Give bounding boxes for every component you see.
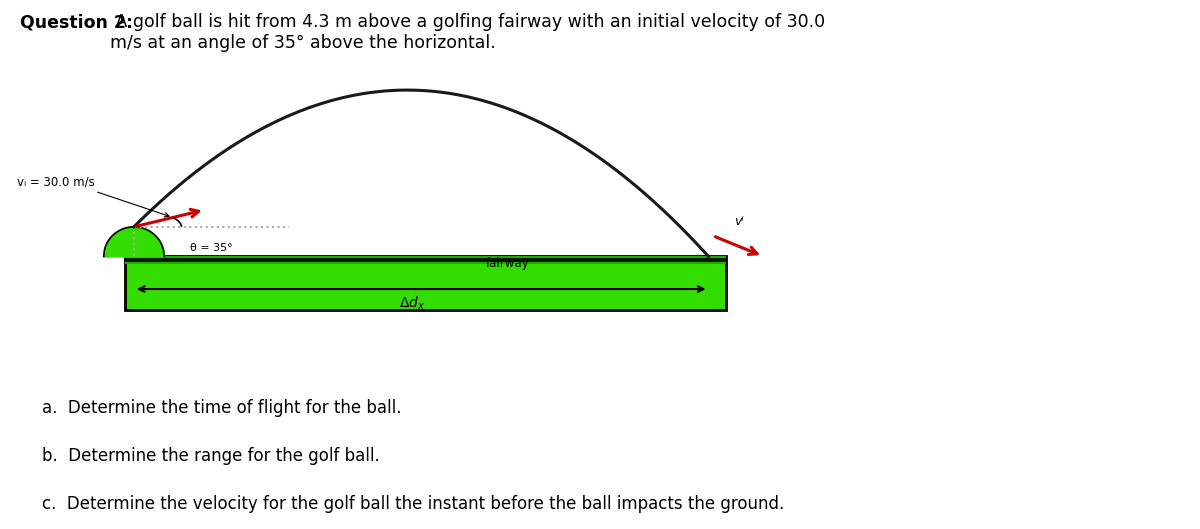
Text: Question 2:: Question 2: bbox=[20, 13, 133, 31]
Text: fairway: fairway bbox=[486, 257, 529, 270]
Text: vⁱ: vⁱ bbox=[734, 215, 744, 229]
Text: c.  Determine the velocity for the golf ball the instant before the ball impacts: c. Determine the velocity for the golf b… bbox=[42, 495, 785, 513]
Text: A golf ball is hit from 4.3 m above a golfing fairway with an initial velocity o: A golf ball is hit from 4.3 m above a go… bbox=[110, 13, 826, 52]
Text: b.  Determine the range for the golf ball.: b. Determine the range for the golf ball… bbox=[42, 447, 379, 465]
Text: a.  Determine the time of flight for the ball.: a. Determine the time of flight for the … bbox=[42, 399, 402, 417]
Text: $\Delta d_x$: $\Delta d_x$ bbox=[400, 295, 426, 312]
Bar bbox=[125, 257, 726, 264]
Text: θ = 35°: θ = 35° bbox=[190, 243, 233, 253]
Bar bbox=[125, 257, 726, 310]
Text: vᵢ = 30.0 m/s: vᵢ = 30.0 m/s bbox=[17, 175, 95, 188]
